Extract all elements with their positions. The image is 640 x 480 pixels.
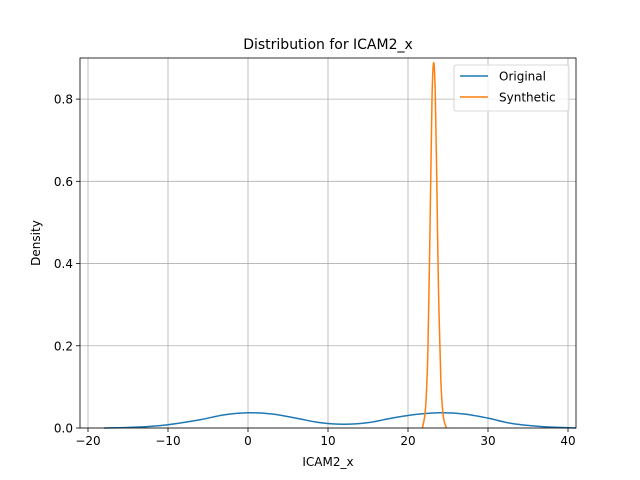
- y-tick-label: 0.0: [54, 422, 73, 436]
- x-tick-label: 0: [244, 434, 252, 448]
- legend-label-original: Original: [499, 70, 546, 84]
- y-axis-ticks: 0.0 0.2 0.4 0.6 0.8: [54, 93, 80, 436]
- series-line-original: [103, 412, 577, 429]
- x-axis-label: ICAM2_x: [302, 455, 353, 469]
- x-tick-label: 10: [320, 434, 335, 448]
- y-tick-label: 0.8: [54, 93, 73, 107]
- x-axis-ticks: −20 −10 0 10 20 30 40: [75, 428, 576, 448]
- y-tick-label: 0.6: [54, 175, 73, 189]
- x-tick-label: 40: [560, 434, 575, 448]
- x-tick-label: −10: [155, 434, 180, 448]
- y-axis-label: Density: [29, 220, 43, 266]
- x-tick-label: 20: [400, 434, 415, 448]
- legend: Original Synthetic: [453, 64, 570, 112]
- series-line-synthetic: [421, 62, 448, 429]
- x-tick-label: 30: [480, 434, 495, 448]
- chart-title: Distribution for ICAM2_x: [243, 37, 413, 53]
- legend-label-synthetic: Synthetic: [499, 91, 556, 105]
- y-tick-label: 0.2: [54, 339, 73, 353]
- y-tick-label: 0.4: [54, 257, 73, 271]
- series-lines: [103, 62, 577, 429]
- x-tick-label: −20: [75, 434, 100, 448]
